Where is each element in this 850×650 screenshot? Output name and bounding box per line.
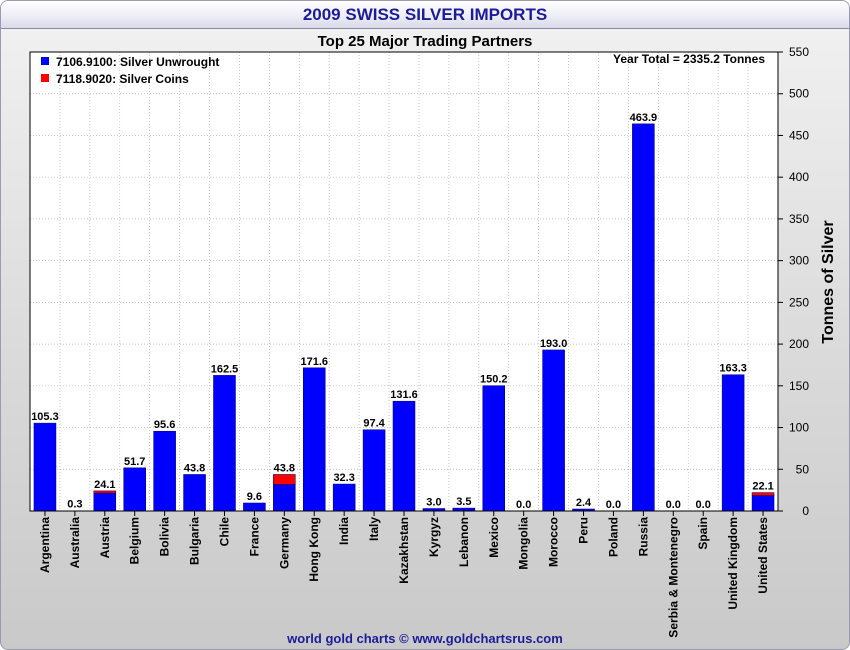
year-total-annotation: Year Total = 2335.2 Tonnes (613, 52, 765, 66)
footer-credit: world gold charts © www.goldchartsrus.co… (287, 631, 563, 646)
x-tick-label: Morocco (547, 517, 561, 567)
data-labels-group: 105.3 0.3 24.1 51.7 95.6 43.8 162.5 9.6 43.8 171.… (31, 112, 774, 511)
x-tick-label: Bulgaria (188, 517, 202, 565)
y-tick-label: 250 (789, 295, 809, 309)
data-label: 171.6 (300, 356, 328, 368)
data-label: 0.3 (67, 499, 82, 511)
data-label: 3.0 (426, 496, 441, 508)
x-tick-label: Bolivia (158, 517, 172, 557)
bar-coins (751, 492, 775, 496)
data-label: 51.7 (124, 456, 145, 468)
data-label: 162.5 (211, 363, 239, 375)
data-label: 9.6 (247, 491, 262, 503)
y-tick-label: 550 (789, 45, 809, 59)
x-tick-label: Russia (636, 517, 650, 557)
x-tick-label: Austria (98, 517, 112, 559)
data-label: 0.0 (666, 499, 681, 511)
data-label: 97.4 (363, 418, 385, 430)
x-tick-label: India (337, 517, 351, 545)
bar-unwrought (302, 367, 326, 512)
bar-unwrought (332, 483, 356, 512)
bar-unwrought (243, 502, 266, 512)
x-tick-label: Mexico (487, 517, 501, 558)
y-tick-label: 100 (789, 421, 809, 435)
bar-unwrought (93, 492, 117, 512)
x-tick-label: Belgium (128, 517, 142, 564)
y-tick-label: 500 (789, 87, 809, 101)
data-label: 0.0 (516, 499, 531, 511)
bar-unwrought (213, 375, 236, 512)
title-bar: 2009 SWISS SILVER IMPORTS (1, 1, 849, 29)
x-tick-label: Serbia & Montenegro (666, 517, 680, 638)
x-tick-label: Australia (68, 517, 82, 569)
x-tick-label: Kyrgyz (427, 517, 441, 557)
x-axis: Argentina Australia Austria Belgium Bolivia B… (38, 511, 770, 638)
bar-unwrought (392, 400, 416, 512)
bar-unwrought (482, 385, 506, 512)
x-tick-label: Poland (606, 517, 620, 557)
legend-label-coins: 7118.9020: Silver Coins (56, 72, 189, 86)
x-tick-label: Chile (217, 517, 231, 547)
y-tick-label: 450 (789, 128, 809, 142)
bars-group (33, 123, 775, 512)
data-label: 105.3 (31, 411, 59, 423)
y-axis: 0 50 100 150 200 250 300 350 400 450 500 550 (778, 45, 809, 518)
data-label: 193.0 (540, 338, 568, 350)
y-tick-label: 50 (796, 462, 810, 476)
y-tick-label: 200 (789, 337, 809, 351)
data-label: 0.0 (696, 499, 711, 511)
data-label: 43.8 (184, 462, 205, 474)
bar-unwrought (273, 484, 296, 512)
x-tick-label: Lebanon (457, 517, 471, 567)
bar-unwrought (123, 467, 146, 512)
x-tick-label: Peru (577, 517, 591, 544)
bar-unwrought (721, 374, 745, 512)
bar-coins (93, 490, 117, 494)
y-tick-label: 150 (789, 379, 809, 393)
bar-unwrought (632, 123, 655, 512)
x-tick-label: Hong Kong (307, 517, 321, 582)
bar-unwrought (542, 349, 565, 512)
data-label: 131.6 (390, 389, 418, 401)
x-tick-label: Argentina (38, 517, 52, 573)
x-tick-label: Kazakhstan (397, 517, 411, 584)
data-label: 3.5 (456, 496, 471, 508)
data-label: 150.2 (480, 374, 508, 386)
data-label: 463.9 (630, 112, 658, 124)
y-axis-title: Tonnes of Silver (820, 220, 837, 343)
bar-unwrought (183, 474, 206, 512)
x-tick-label: United States (756, 517, 770, 594)
data-label: 95.6 (154, 419, 175, 431)
x-tick-label: Mongolia (517, 517, 531, 570)
x-tick-label: Italy (367, 517, 381, 541)
legend: 7106.9100: Silver Unwrought 7118.9020: S… (41, 55, 219, 86)
data-label: 43.8 (274, 462, 295, 474)
bar-coins (273, 474, 296, 485)
legend-swatch-coins (41, 74, 49, 82)
bar-unwrought (33, 422, 57, 512)
y-tick-label: 400 (789, 170, 809, 184)
legend-swatch-unwrought (41, 57, 49, 65)
x-tick-label: Germany (277, 517, 291, 569)
data-label: 32.3 (333, 472, 354, 484)
bar-unwrought (362, 429, 386, 512)
y-tick-label: 350 (789, 212, 809, 226)
x-tick-label: Spain (696, 517, 710, 550)
bar-unwrought (153, 430, 176, 512)
y-tick-label: 0 (802, 504, 809, 518)
data-label: 163.3 (719, 363, 747, 375)
data-label: 22.1 (752, 481, 773, 493)
data-label: 24.1 (94, 479, 115, 491)
chart-subtitle: Top 25 Major Trading Partners (318, 33, 533, 50)
legend-label-unwrought: 7106.9100: Silver Unwrought (56, 55, 219, 69)
x-tick-label: France (247, 517, 261, 557)
y-tick-label: 300 (789, 254, 809, 268)
data-label: 0.0 (606, 499, 621, 511)
bar-unwrought (751, 495, 775, 512)
x-tick-label: United Kingdom (726, 517, 740, 610)
chart-title: 2009 SWISS SILVER IMPORTS (302, 5, 548, 24)
data-label: 2.4 (576, 497, 592, 509)
